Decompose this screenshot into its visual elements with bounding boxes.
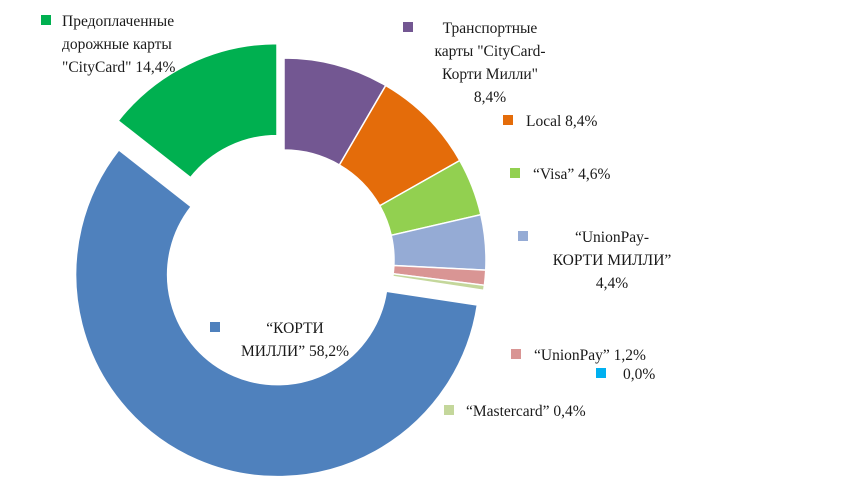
slice-label-line: Транспортные xyxy=(443,20,538,37)
donut-labels: Транспортные карты "CityCard- Корти Милли"… xyxy=(41,13,671,420)
slice-label-line: "CityCard" 14,4% xyxy=(62,59,175,76)
slice-8 xyxy=(117,42,278,179)
slice-6 xyxy=(391,272,486,292)
slice-label-line: “Mastercard” 0,4% xyxy=(466,403,586,420)
legend-swatch-7 xyxy=(210,322,220,332)
slice-label-6: “Mastercard” 0,4% xyxy=(444,403,586,420)
slice-label-line: 4,4% xyxy=(596,275,628,292)
slice-label-line: “UnionPay” 1,2% xyxy=(534,347,646,364)
slice-label-8: Предоплаченные дорожные карты "CityCard" 1… xyxy=(41,13,175,76)
legend-swatch-0 xyxy=(403,22,413,32)
slice-label-line: “Visa” 4,6% xyxy=(533,166,610,183)
slice-label-0: Транспортные карты "CityCard- Корти Милли"… xyxy=(403,20,546,106)
slice-label-line: карты "CityCard- xyxy=(434,43,545,60)
slice-label-2: “Visa” 4,6% xyxy=(510,166,610,183)
slice-label-line: 8,4% xyxy=(474,89,506,106)
legend-swatch-3 xyxy=(518,231,528,241)
legend-swatch-5 xyxy=(596,368,606,378)
legend-swatch-2 xyxy=(510,168,520,178)
slice-label-line: Local 8,4% xyxy=(526,113,598,130)
slice-label-3: “UnionPay- КОРТИ МИЛЛИ” 4,4% xyxy=(518,229,671,292)
slice-label-5: 0,0% xyxy=(596,366,655,383)
slice-label-line: 0,0% xyxy=(623,366,655,383)
legend-swatch-4 xyxy=(511,349,521,359)
slice-7 xyxy=(74,148,479,478)
legend-swatch-1 xyxy=(503,115,513,125)
donut-slices xyxy=(74,42,487,478)
slice-label-4: “UnionPay” 1,2% xyxy=(511,347,646,364)
slice-label-7: “КОРТИ МИЛЛИ” 58,2% xyxy=(210,320,349,360)
slice-label-1: Local 8,4% xyxy=(503,113,598,130)
slice-label-line: Предоплаченные xyxy=(62,13,174,30)
legend-swatch-6 xyxy=(444,405,454,415)
slice-label-line: МИЛЛИ” 58,2% xyxy=(241,343,349,360)
slice-label-line: КОРТИ МИЛЛИ” xyxy=(553,252,672,269)
slice-label-line: “UnionPay- xyxy=(575,229,649,246)
legend-swatch-8 xyxy=(41,15,51,25)
slice-label-line: Корти Милли" xyxy=(442,66,538,83)
slice-label-line: “КОРТИ xyxy=(266,320,324,337)
slice-label-line: дорожные карты xyxy=(62,36,172,53)
